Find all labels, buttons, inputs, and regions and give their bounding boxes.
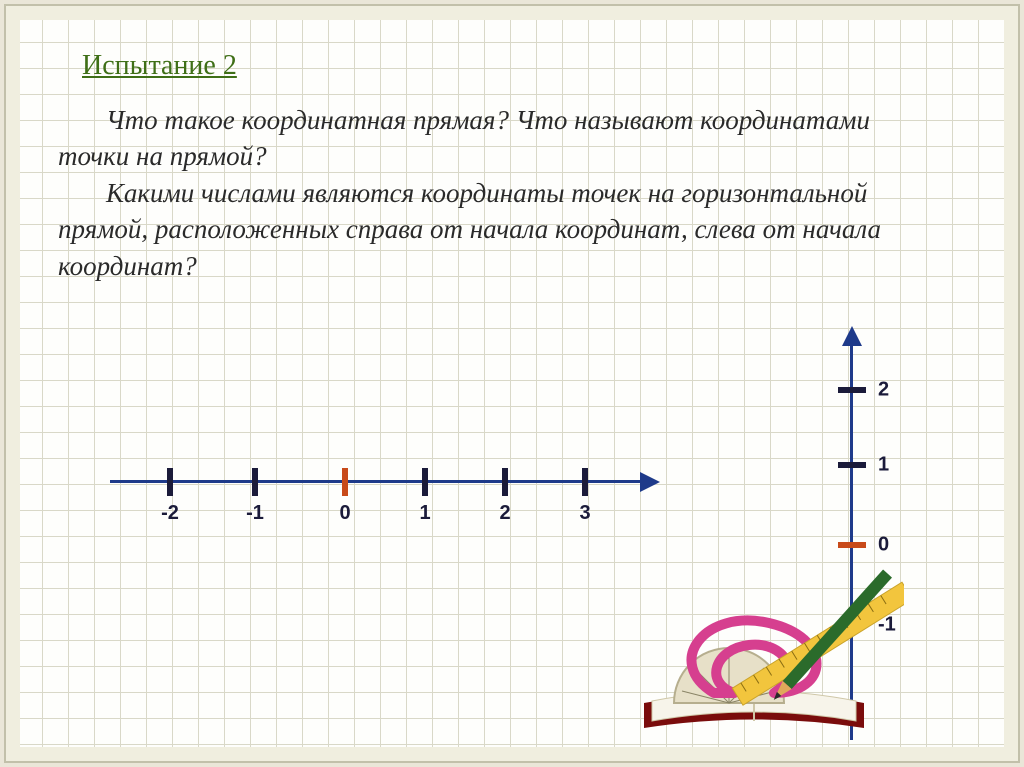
h-tick: [422, 468, 428, 496]
h-tick-label: 0: [339, 502, 350, 525]
h-tick: [502, 468, 508, 496]
v-tick-label: 0: [878, 534, 889, 557]
v-tick: [838, 462, 866, 468]
v-tick-label: -1: [878, 614, 896, 637]
h-axis-arrow-icon: [640, 472, 660, 492]
horizontal-number-line: -2 -1 0 1 2 3: [110, 440, 670, 560]
h-tick-label: -2: [161, 502, 179, 525]
v-tick: [838, 622, 866, 628]
v-axis-line: [850, 340, 853, 740]
paragraph-2: Какими числами являются координаты точек…: [58, 175, 944, 284]
h-tick: [252, 468, 258, 496]
h-axis-line: [110, 480, 650, 483]
h-tick: [167, 468, 173, 496]
h-tick-label: 2: [499, 502, 510, 525]
v-tick: [838, 387, 866, 393]
v-tick-label: 1: [878, 454, 889, 477]
slide-frame-outer: Испытание 2 Что такое координатная пряма…: [4, 4, 1020, 763]
v-tick-label: 2: [878, 379, 889, 402]
content-area: Испытание 2 Что такое координатная пряма…: [20, 20, 1004, 747]
h-tick-label: 3: [579, 502, 590, 525]
vertical-number-line: 2 1 0 -1: [810, 320, 930, 750]
h-tick: [582, 468, 588, 496]
v-tick: [838, 542, 866, 548]
h-tick: [342, 468, 348, 496]
grid-background: Испытание 2 Что такое координатная пряма…: [20, 20, 1004, 747]
slide-title: Испытание 2: [82, 50, 237, 82]
paragraph-1: Что такое координатная прямая? Что назыв…: [58, 102, 944, 175]
h-tick-label: 1: [419, 502, 430, 525]
question-text: Что такое координатная прямая? Что назыв…: [58, 102, 944, 284]
h-tick-label: -1: [246, 502, 264, 525]
v-axis-arrow-icon: [842, 326, 862, 346]
